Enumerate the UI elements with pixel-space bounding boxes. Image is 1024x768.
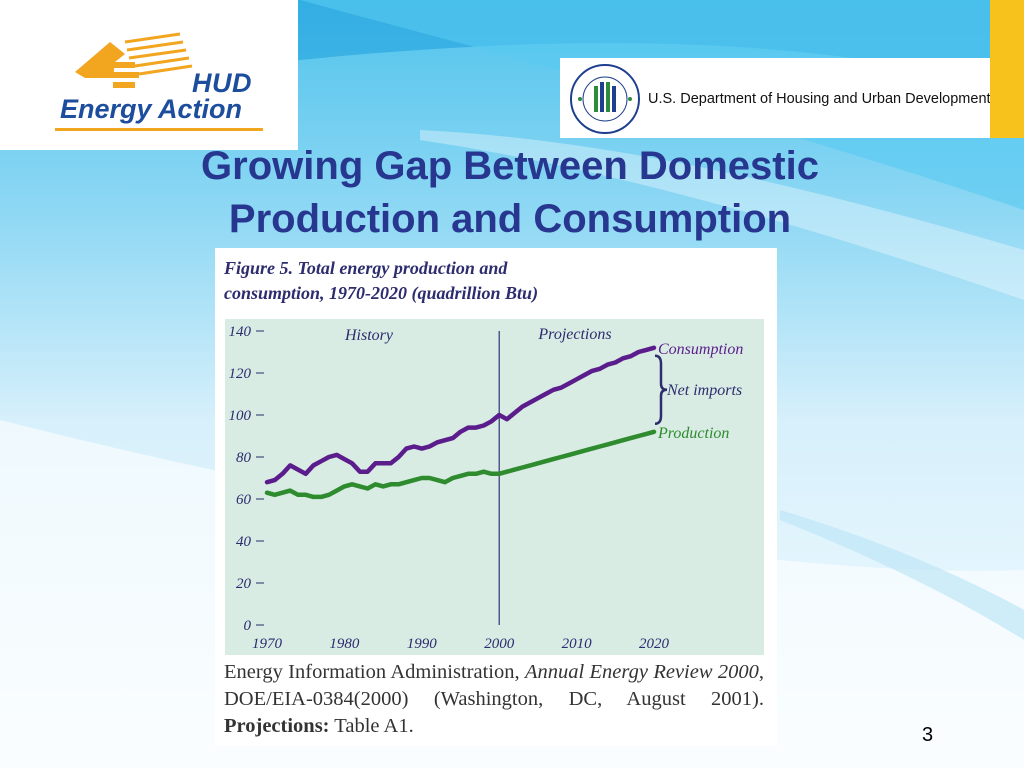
y-tick-label: 100 — [229, 408, 252, 424]
net-imports-label: Net imports — [666, 382, 742, 399]
series-line-production — [264, 429, 657, 500]
x-tick-label: 1990 — [407, 636, 438, 652]
y-tick-label: 0 — [244, 618, 252, 634]
x-tick-label: 2010 — [562, 636, 593, 652]
department-bar: U.S. Department of Housing and Urban Dev… — [560, 58, 991, 138]
y-tick-label: 20 — [236, 576, 252, 592]
logo-panel: HUD Energy Action — [0, 0, 298, 150]
history-label: History — [344, 327, 394, 344]
series-line-consumption — [264, 345, 657, 485]
energy-chart: 0 20 40 60 80 100 120 140 1970 1980 1990 2000 2010 20… — [225, 319, 764, 655]
title-line-2: Production and Consumption — [228, 197, 792, 241]
series-label-production: Production — [657, 425, 729, 442]
projections-label: Projections — [537, 326, 611, 343]
x-tick-label: 1980 — [329, 636, 360, 652]
page-number: 3 — [922, 724, 934, 746]
source-note: Energy Information Administration, Annua… — [224, 659, 764, 740]
series-label-consumption: Consumption — [658, 341, 743, 358]
y-tick-label: 140 — [229, 324, 252, 340]
department-name: U.S. Department of Housing and Urban Dev… — [648, 91, 991, 107]
figure-caption-line-2: consumption, 1970-2020 (quadrillion Btu) — [224, 283, 539, 303]
hud-seal-icon — [570, 64, 640, 134]
source-title: Annual Energy Review 2000 — [524, 661, 759, 683]
source-projections-label: Projections: — [224, 715, 330, 737]
figure-card: Figure 5. Total energy production and co… — [215, 248, 777, 746]
x-tick-label: 1970 — [252, 636, 283, 652]
hud-energy-action-logo — [75, 32, 193, 88]
source-projections-value: Table A1. — [334, 715, 414, 737]
figure-caption-line-1: Figure 5. Total energy production and — [224, 258, 508, 278]
net-imports-bracket — [654, 354, 668, 426]
hud-wordmark: HUD — [192, 68, 252, 98]
logo-underline — [55, 128, 263, 131]
plot-area — [225, 319, 764, 655]
x-tick-label: 2000 — [484, 636, 515, 652]
source-agency: Energy Information Administration, — [224, 661, 520, 683]
y-tick-label: 60 — [236, 492, 252, 508]
energy-action-wordmark: Energy Action — [60, 94, 243, 124]
y-tick-label: 40 — [236, 534, 252, 550]
source-details: , DOE/EIA-0384(2000) (Washington, DC, Au… — [224, 661, 764, 710]
y-tick-label: 80 — [236, 450, 252, 466]
accent-bar — [990, 0, 1024, 138]
slide-title: Growing Gap Between Domestic Production … — [120, 140, 900, 246]
title-line-1: Growing Gap Between Domestic — [201, 144, 819, 188]
y-tick-label: 120 — [229, 366, 252, 382]
figure-caption: Figure 5. Total energy production and co… — [224, 256, 724, 306]
x-tick-label: 2020 — [639, 636, 670, 652]
